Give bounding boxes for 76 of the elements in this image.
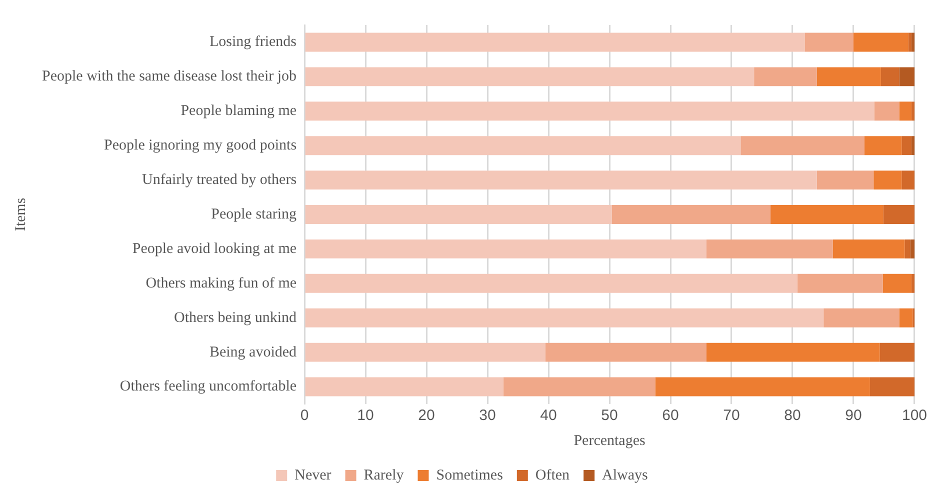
x-tick-label: 20 (418, 407, 435, 424)
bar (612, 205, 771, 224)
bar (305, 377, 504, 396)
bar (305, 342, 546, 362)
bar (864, 136, 902, 156)
bar (902, 170, 914, 190)
bar (908, 32, 912, 52)
bar (305, 308, 824, 328)
x-tick-label: 90 (845, 407, 862, 424)
legend-label: Rarely (364, 467, 404, 484)
bar (503, 377, 656, 396)
x-tick-label: 80 (784, 407, 801, 424)
bar (754, 67, 817, 86)
y-tick-label: People avoid looking at me (132, 240, 297, 257)
x-tick-label: 100 (902, 407, 927, 424)
y-tick-label: Others being unkind (174, 310, 298, 326)
x-tick-label: 50 (601, 407, 618, 424)
bar (880, 342, 914, 362)
bar (911, 274, 914, 293)
bar (911, 32, 914, 52)
y-tick-label: Others making fun of me (146, 275, 297, 292)
bar (824, 308, 900, 328)
y-tick-label: Others feeling uncomfortable (120, 378, 297, 395)
legend-label: Sometimes (436, 467, 504, 484)
bar (797, 274, 883, 293)
x-tick-label: 70 (723, 407, 740, 424)
x-tick-label: 30 (479, 407, 496, 424)
bar (655, 377, 870, 396)
bar (904, 239, 910, 258)
bar (545, 342, 706, 362)
y-tick-label: Losing friends (209, 34, 297, 50)
x-axis-title: Percentages (574, 432, 646, 449)
bar (706, 239, 833, 258)
bar (880, 67, 900, 86)
bar (832, 239, 905, 258)
bar (911, 102, 914, 121)
legend-label: Often (535, 467, 570, 484)
x-tick-label: 0 (300, 407, 309, 424)
bar (910, 239, 914, 258)
bar (853, 32, 908, 52)
x-tick-label: 40 (540, 407, 557, 424)
bar (874, 170, 902, 190)
bar (874, 102, 900, 121)
bar (899, 67, 914, 86)
y-tick-label: People with the same disease lost their job (42, 68, 297, 85)
bar (305, 274, 798, 293)
bar (305, 102, 874, 121)
bar (902, 136, 912, 156)
bar (305, 239, 706, 258)
bar (305, 32, 805, 52)
y-tick-label: Being avoided (209, 344, 298, 360)
bar (770, 205, 884, 224)
bar (706, 342, 880, 362)
bar (882, 274, 912, 293)
x-tick-label: 10 (357, 407, 374, 424)
bar (305, 136, 741, 156)
x-tick-label: 60 (662, 407, 679, 424)
y-tick-label: People staring (211, 206, 298, 222)
bar (816, 67, 881, 86)
legend-label: Always (602, 467, 648, 484)
bar (911, 136, 914, 156)
y-tick-label: Unfairly treated by others (142, 172, 297, 188)
bar (883, 205, 914, 224)
bar (804, 32, 854, 52)
y-axis-title: Items (12, 198, 29, 232)
bar (305, 67, 754, 86)
legend-label: Never (294, 467, 332, 484)
bar (899, 308, 913, 328)
bar (305, 170, 817, 190)
bar (816, 170, 874, 190)
y-tick-label: People ignoring my good points (104, 138, 297, 154)
bar (740, 136, 864, 156)
bar (305, 205, 612, 224)
bar (899, 102, 912, 121)
bar (870, 377, 914, 396)
y-tick-label: People blaming me (180, 103, 297, 120)
